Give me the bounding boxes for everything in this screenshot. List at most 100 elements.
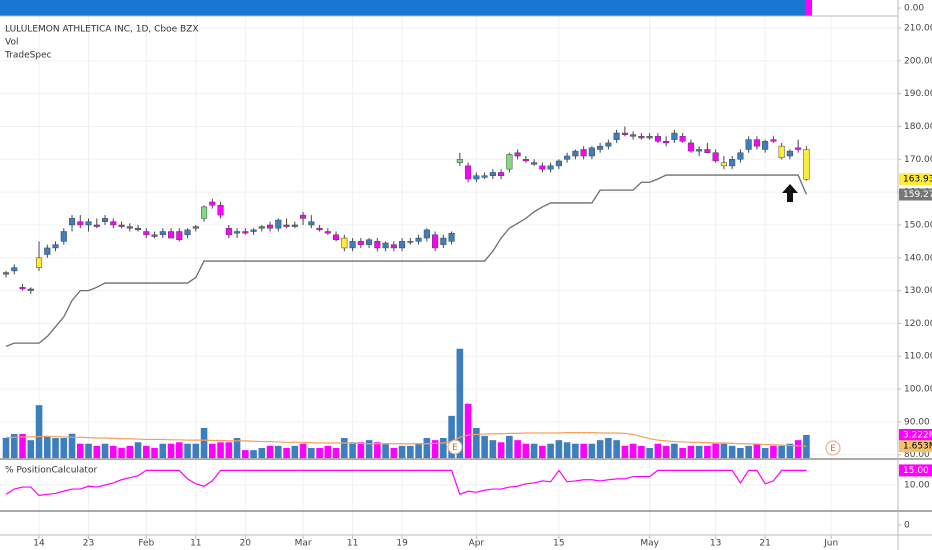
volume-bar bbox=[563, 442, 571, 458]
volume-bar bbox=[93, 445, 101, 458]
candle-body bbox=[440, 237, 447, 245]
candle-body bbox=[432, 234, 439, 249]
volume-bar bbox=[464, 403, 472, 458]
candle-body bbox=[663, 141, 670, 144]
arrow-icon bbox=[782, 184, 798, 202]
top-strip-end bbox=[805, 0, 812, 16]
price-label-box bbox=[899, 464, 932, 477]
earnings-label: E bbox=[452, 443, 458, 453]
candle-body bbox=[60, 231, 67, 242]
candle-body bbox=[795, 147, 802, 150]
volume-bar bbox=[456, 348, 464, 458]
volume-bar bbox=[266, 445, 274, 458]
candle-body bbox=[465, 165, 472, 180]
candle-body bbox=[11, 267, 18, 272]
candle-body bbox=[498, 172, 505, 176]
volume-bar bbox=[217, 442, 224, 458]
volume-bar bbox=[737, 448, 744, 458]
candle-body bbox=[407, 241, 414, 243]
y-tick-label: 210.00 bbox=[904, 24, 932, 34]
volume-bar bbox=[572, 443, 579, 458]
volume-bar bbox=[43, 435, 51, 458]
x-tick-label: 20 bbox=[240, 539, 252, 549]
y-tick-label: 140.00 bbox=[904, 253, 932, 263]
candle-body bbox=[803, 149, 810, 180]
top-strip-bar bbox=[0, 0, 805, 16]
volume-bar bbox=[35, 405, 43, 458]
candle-body bbox=[101, 218, 109, 222]
candle-body bbox=[679, 136, 686, 142]
candle-body bbox=[275, 219, 282, 229]
volume-bar bbox=[745, 445, 752, 458]
volume-bar bbox=[638, 445, 645, 458]
y-tick-label: 0.00 bbox=[904, 4, 924, 14]
candle-body bbox=[671, 132, 678, 140]
candle-body bbox=[729, 159, 736, 167]
candle-body bbox=[242, 231, 249, 234]
volume-bar bbox=[407, 445, 414, 458]
x-tick-label: 13 bbox=[710, 539, 721, 549]
candle-body bbox=[267, 224, 274, 229]
volume-bar bbox=[489, 440, 497, 458]
volume-bar bbox=[134, 442, 142, 458]
candle-body bbox=[2, 272, 10, 275]
candle-body bbox=[225, 227, 232, 236]
volume-bar bbox=[109, 445, 117, 458]
volume-bar bbox=[613, 440, 620, 458]
volume-bar bbox=[299, 443, 307, 458]
volume-bar bbox=[679, 448, 686, 458]
earnings-marker[interactable]: E bbox=[825, 440, 841, 456]
volume-bar bbox=[357, 442, 365, 458]
volume-bar bbox=[365, 440, 373, 458]
volume-bar bbox=[225, 442, 233, 458]
volume-bar bbox=[605, 438, 612, 458]
price-label-box bbox=[899, 440, 932, 453]
volume-bar bbox=[687, 445, 695, 458]
x-tick-label: 19 bbox=[396, 539, 408, 549]
volume-bar bbox=[316, 448, 323, 458]
volume-bar bbox=[390, 448, 398, 458]
volume-bar bbox=[349, 442, 356, 458]
volume-bar bbox=[473, 428, 480, 458]
volume-bar bbox=[27, 440, 35, 458]
candle-body bbox=[35, 257, 43, 268]
candle-body bbox=[366, 239, 373, 245]
candle-body bbox=[564, 155, 571, 160]
earnings-marker[interactable]: E bbox=[447, 439, 463, 455]
candle-body bbox=[52, 244, 59, 249]
volume-bar bbox=[522, 443, 530, 458]
stop-line bbox=[5, 174, 808, 348]
volume-bar bbox=[2, 438, 10, 458]
candle-body bbox=[300, 214, 307, 219]
candle-body bbox=[341, 237, 348, 249]
candle-body bbox=[168, 231, 175, 239]
volume-bar bbox=[646, 448, 653, 458]
volume-bar bbox=[52, 438, 59, 458]
volume-bar bbox=[629, 443, 637, 458]
candle-body bbox=[654, 136, 661, 142]
volume-bar bbox=[662, 445, 670, 458]
y-tick-label: 90.00 bbox=[904, 417, 930, 427]
candle-body bbox=[720, 162, 727, 167]
volume-bar bbox=[291, 445, 299, 458]
volume-bar bbox=[151, 448, 158, 458]
candle-body bbox=[770, 139, 777, 142]
candle-body bbox=[555, 160, 562, 167]
earnings-circle bbox=[825, 440, 841, 456]
volume-bar bbox=[506, 435, 513, 458]
price-label-box bbox=[899, 428, 932, 441]
legend-position: % PositionCalculator bbox=[5, 466, 97, 476]
candle-body bbox=[234, 231, 241, 234]
x-tick-label: 11 bbox=[190, 539, 201, 549]
volume-bar bbox=[275, 445, 282, 458]
candle-body bbox=[506, 154, 513, 170]
volume-bar bbox=[283, 448, 290, 458]
volume-bar bbox=[60, 438, 68, 458]
volume-bar bbox=[209, 443, 216, 458]
volume-bar bbox=[720, 443, 728, 458]
volume-bar bbox=[761, 448, 769, 458]
volume-bar bbox=[588, 443, 596, 458]
volume-bar bbox=[753, 443, 761, 458]
